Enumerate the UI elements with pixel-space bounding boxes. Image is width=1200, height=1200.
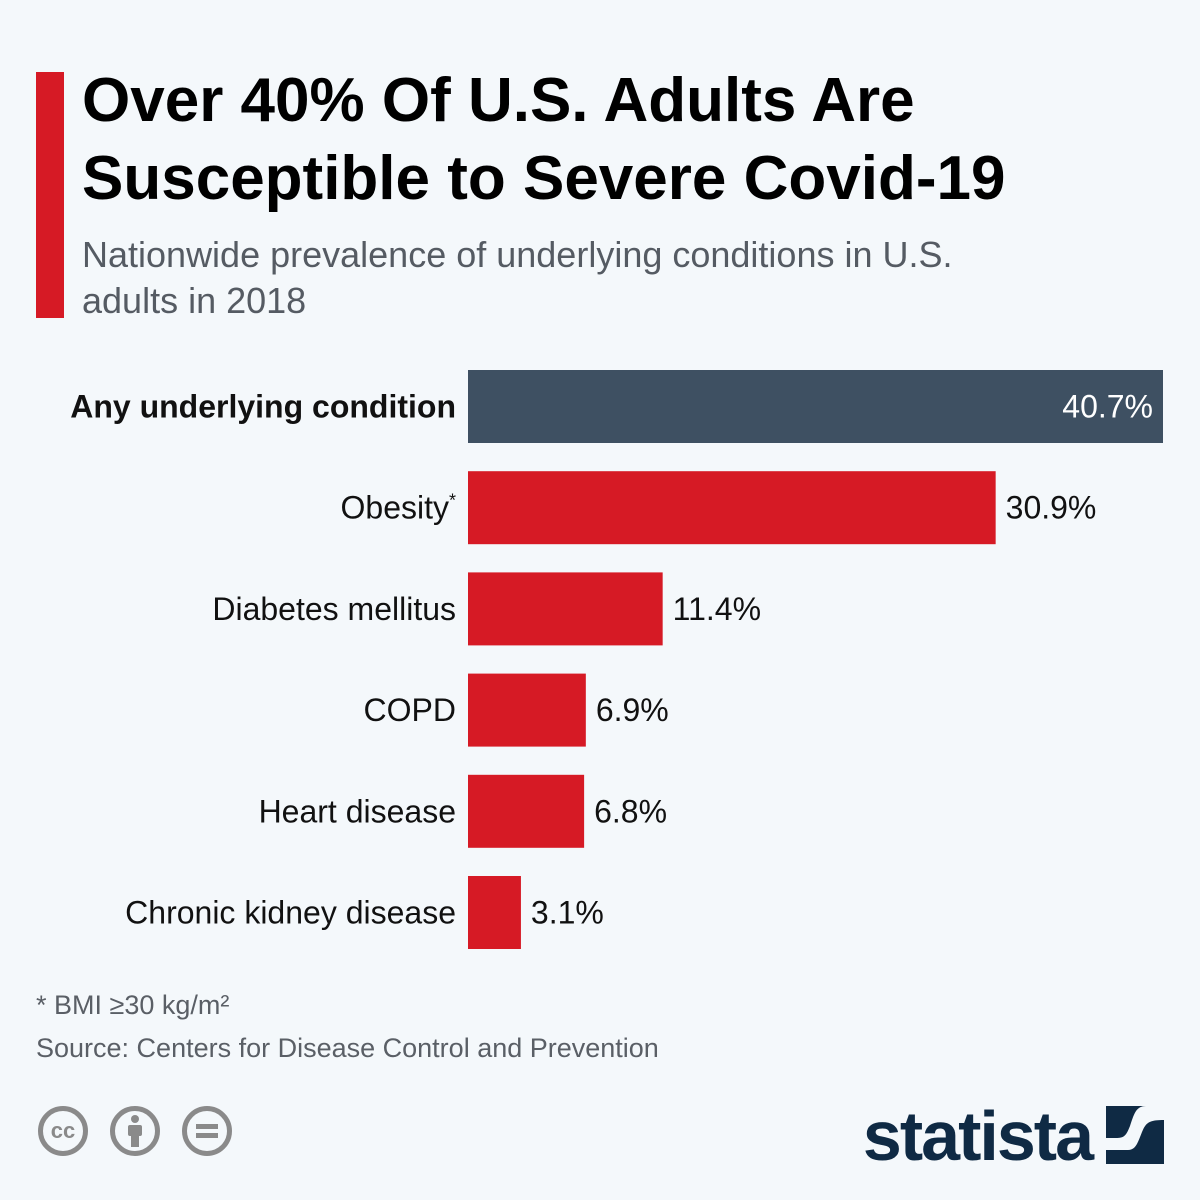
category-label: COPD	[364, 692, 456, 728]
title-accent-bar	[36, 72, 64, 318]
statista-logo: statista	[862, 1097, 1094, 1175]
statista-logo-mark-icon	[1106, 1106, 1164, 1164]
category-label: Obesity*	[341, 490, 457, 526]
value-label: 30.9%	[1006, 490, 1097, 526]
category-label: Any underlying condition	[70, 389, 456, 425]
category-label: Diabetes mellitus	[212, 591, 456, 627]
source-note: Source: Centers for Disease Control and …	[36, 1033, 659, 1063]
bar-5	[468, 876, 521, 949]
bar-1	[468, 471, 996, 545]
bar-3	[468, 673, 586, 747]
bar-chart: Any underlying condition 40.7% Obesity* 30.…	[70, 370, 1163, 949]
category-label: Heart disease	[259, 793, 456, 829]
cc-icon: cc	[38, 1106, 88, 1156]
chart-header: Over 40% Of U.S. Adults Are Susceptible …	[82, 62, 1182, 324]
bar-2	[468, 572, 663, 646]
no-derivatives-icon	[182, 1106, 232, 1156]
value-label: 6.9%	[596, 692, 669, 728]
value-label: 6.8%	[594, 793, 667, 829]
footnote: * BMI ≥30 kg/m²	[36, 990, 230, 1020]
category-label: Chronic kidney disease	[125, 895, 456, 931]
value-label: 3.1%	[531, 895, 604, 931]
chart-subtitle: Nationwide prevalence of underlying cond…	[82, 234, 953, 321]
bar-0	[468, 370, 1163, 443]
attribution-icon	[110, 1106, 160, 1156]
bar-4	[468, 774, 585, 848]
value-label: 40.7%	[1062, 389, 1153, 425]
value-label: 11.4%	[673, 591, 761, 627]
chart-title: Over 40% Of U.S. Adults Are Susceptible …	[82, 66, 1006, 213]
